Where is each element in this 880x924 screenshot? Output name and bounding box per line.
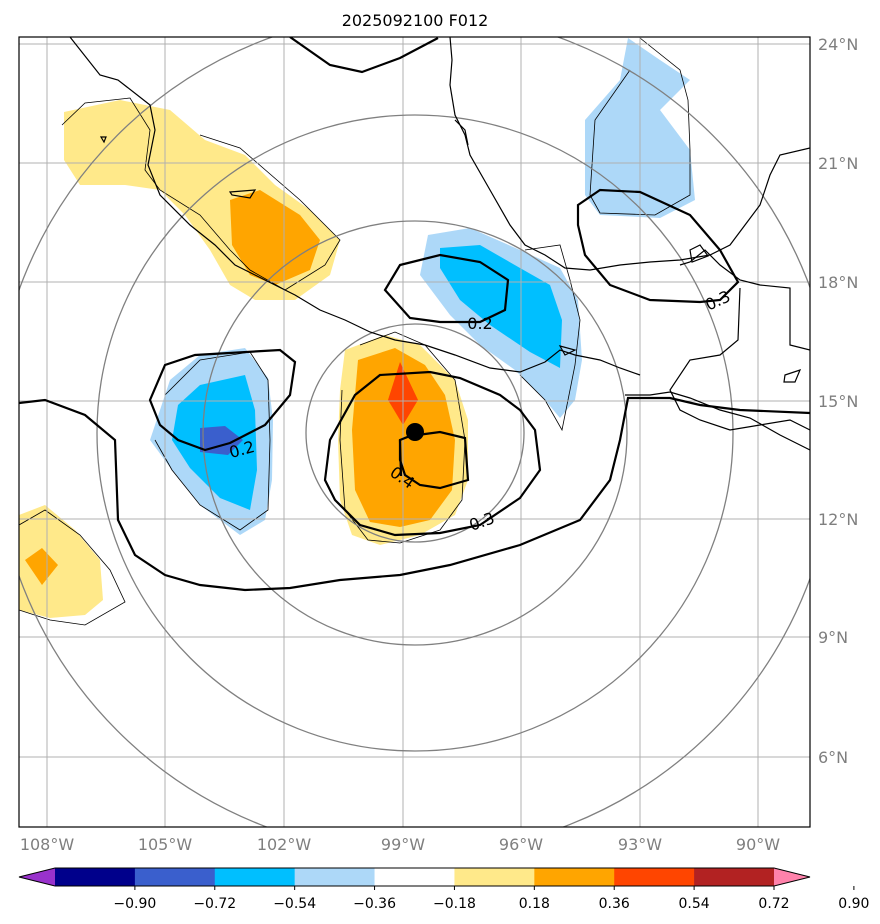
- colorbar-segment: [214, 868, 296, 886]
- coastline-peninsula: [689, 244, 709, 263]
- map-area: 0.2 0.2 0.4 0.3 0.3: [19, 37, 810, 827]
- lon-label-105: 105°W: [138, 835, 193, 854]
- colorbar-tick-label: 0.18: [519, 896, 550, 912]
- storm-center-marker: [406, 423, 424, 441]
- anomaly-fill-east-blue: [440, 245, 562, 368]
- range-ring-3: [96, 114, 734, 752]
- colorbar-tick-label: 0.54: [679, 896, 710, 912]
- coastline-gulf-inlet: [454, 119, 469, 146]
- colorbar-segment: [454, 868, 535, 886]
- anomaly-fill-southwest-yellow: [19, 505, 103, 618]
- longitude-labels: 108°W 105°W 102°W 99°W 96°W 93°W 90°W: [20, 835, 780, 854]
- contour-0.3-main: [19, 396, 810, 592]
- coastline-yucatan: [679, 249, 810, 351]
- anomaly-fill-northwest-orange: [230, 190, 320, 285]
- contour-0.4-stem: [398, 439, 403, 477]
- map-frame: [18, 36, 811, 828]
- contour-lines: [19, 37, 810, 592]
- shading-outlines: [19, 37, 691, 626]
- range-ring-1: [305, 323, 525, 543]
- graticule: [19, 37, 810, 827]
- contour-0.2-east: [383, 253, 510, 324]
- colorbar-segment: [134, 868, 216, 886]
- colorbar-segment: [374, 868, 455, 886]
- coastline-islet-1: [558, 345, 577, 356]
- map-title: 2025092100 F012: [342, 11, 489, 30]
- lon-label-93: 93°W: [618, 835, 662, 854]
- lon-label-96: 96°W: [499, 835, 543, 854]
- coastline-baja-fragment: [228, 189, 257, 199]
- coastline-central-america: [625, 391, 810, 451]
- outline-southwest: [19, 509, 126, 626]
- colorbar-tick-label: 0.90: [838, 896, 869, 912]
- colorbar-outline: [18, 867, 811, 887]
- lat-label-9: 9°N: [818, 628, 848, 647]
- colorbar-tick-label: 0.72: [758, 896, 789, 912]
- lat-label-15: 15°N: [818, 392, 858, 411]
- colorbar-tick-label: −0.36: [353, 896, 396, 912]
- outline-northwest: [61, 97, 341, 291]
- colorbar-tick-label: 0.36: [599, 896, 630, 912]
- contour-top: [289, 37, 439, 74]
- border-guatemala: [669, 287, 810, 431]
- lat-label-21: 21°N: [818, 154, 858, 173]
- coastlines: [69, 37, 810, 451]
- outline-central: [339, 331, 466, 544]
- outline-east: [519, 244, 581, 432]
- lat-label-6: 6°N: [818, 748, 848, 767]
- lon-label-90: 90°W: [736, 835, 780, 854]
- colorbar-segment: [534, 868, 615, 886]
- range-rings: [19, 37, 810, 827]
- contour-0.2-west: [148, 348, 297, 452]
- anomaly-fill-southwest-orange: [25, 548, 58, 585]
- lon-label-102: 102°W: [257, 835, 312, 854]
- colorbar-tick-label: −0.18: [433, 896, 476, 912]
- colorbar-segment: [294, 868, 376, 886]
- contour-0.4: [398, 430, 470, 490]
- colorbar-segment: [55, 868, 136, 886]
- lat-label-24: 24°N: [818, 35, 858, 54]
- contour-east: [576, 188, 740, 304]
- contour-0.3-inner: [323, 370, 542, 537]
- colorbar-extend-max: [774, 868, 810, 886]
- contour-label-0.2-east: 0.2: [467, 314, 492, 333]
- outline-northeast: [589, 37, 691, 216]
- colorbar-segment: [694, 868, 775, 886]
- lon-label-108: 108°W: [20, 835, 75, 854]
- colorbar-tick-label: −0.90: [113, 896, 156, 912]
- coastline-islet-2: [783, 369, 802, 383]
- lat-label-12: 12°N: [818, 510, 858, 529]
- coastline-west-mexico: [69, 37, 641, 376]
- latitude-labels: 24°N 21°N 18°N 15°N 12°N 9°N 6°N: [818, 35, 858, 767]
- contour-label-0.3-south: 0.3: [467, 508, 497, 535]
- colorbar-segment: [614, 868, 695, 886]
- lon-label-99: 99°W: [381, 835, 425, 854]
- coastline-islet-3: [99, 136, 107, 144]
- outline-west: [154, 351, 271, 531]
- colorbar-tick-label: −0.54: [273, 896, 316, 912]
- contour-label-group: 0.2 0.2 0.4 0.3 0.3: [227, 287, 733, 535]
- lat-label-18: 18°N: [818, 273, 858, 292]
- colorbar-tick-label: −0.72: [193, 896, 236, 912]
- range-ring-2: [202, 220, 628, 646]
- colorbar: −0.90 −0.72 −0.54 −0.36 −0.18 0.18 0.36 0.54 0.7…: [18, 867, 869, 912]
- colorbar-extend-min: [19, 868, 55, 886]
